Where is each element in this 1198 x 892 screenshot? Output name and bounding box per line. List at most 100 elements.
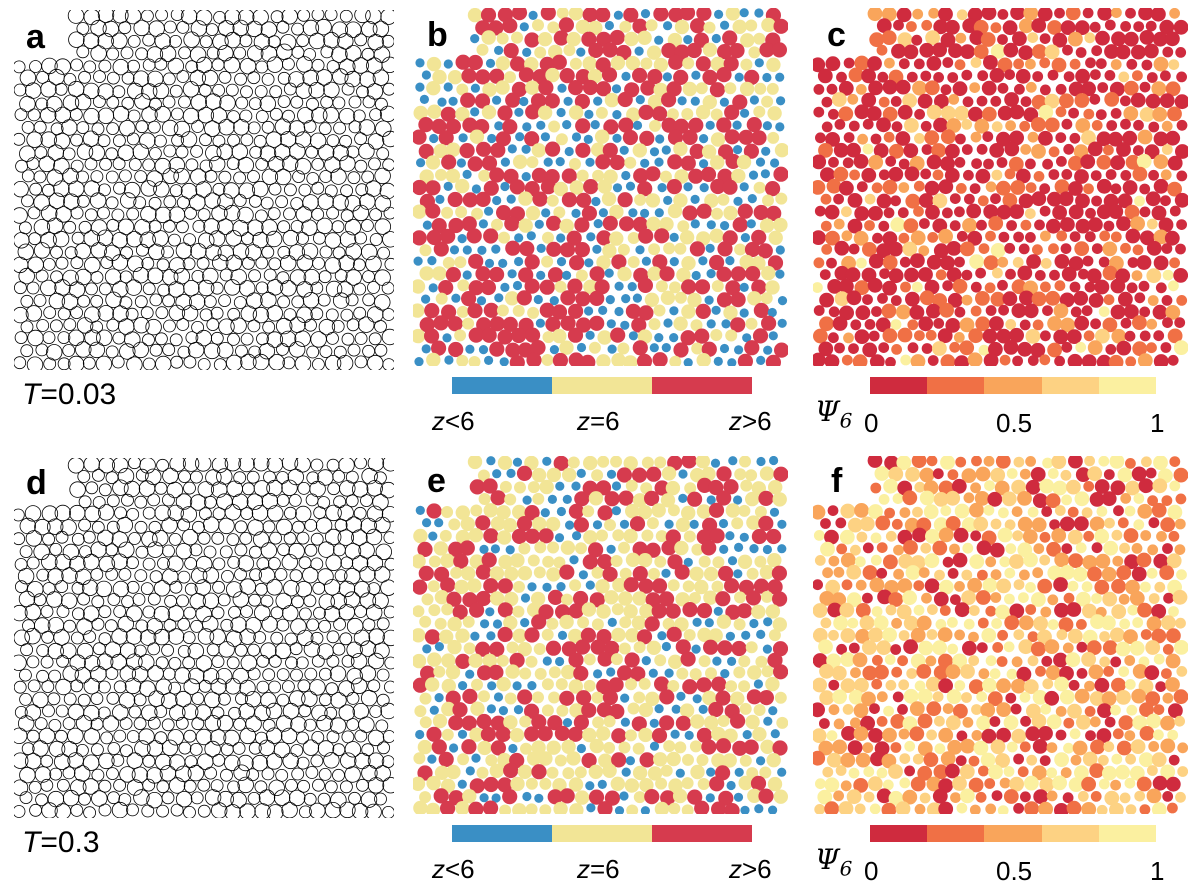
particle bbox=[303, 792, 317, 806]
particle bbox=[112, 105, 130, 123]
particle bbox=[351, 677, 368, 695]
particle bbox=[641, 256, 651, 266]
particle bbox=[1038, 726, 1053, 741]
particle bbox=[813, 504, 826, 520]
particle bbox=[284, 778, 298, 792]
particle bbox=[703, 590, 718, 605]
particle bbox=[90, 19, 107, 37]
particle bbox=[365, 803, 382, 818]
particle bbox=[607, 344, 617, 354]
particle bbox=[1052, 205, 1067, 220]
particle bbox=[695, 303, 711, 319]
particle bbox=[568, 303, 584, 319]
particle bbox=[531, 764, 547, 780]
particle bbox=[453, 553, 469, 569]
particle bbox=[368, 628, 385, 645]
particle bbox=[368, 332, 382, 346]
particle bbox=[1104, 790, 1120, 806]
particle bbox=[489, 266, 505, 283]
particle bbox=[938, 179, 954, 195]
particle bbox=[1139, 726, 1155, 741]
particle bbox=[261, 120, 275, 134]
particle bbox=[372, 69, 390, 86]
particle bbox=[106, 318, 120, 332]
particle bbox=[246, 493, 264, 510]
particle bbox=[1103, 144, 1114, 156]
particle bbox=[768, 805, 778, 814]
particle bbox=[969, 554, 985, 569]
particle bbox=[230, 791, 247, 809]
particle bbox=[620, 693, 630, 703]
particle bbox=[27, 679, 41, 693]
particle bbox=[1106, 120, 1118, 131]
particle bbox=[611, 728, 627, 744]
particle bbox=[772, 591, 788, 607]
particle bbox=[997, 527, 1013, 543]
particle bbox=[940, 456, 955, 470]
particle bbox=[840, 628, 856, 643]
particle bbox=[376, 147, 390, 161]
particle bbox=[54, 106, 71, 124]
legend-z-low-top: z<6 bbox=[432, 406, 475, 436]
particle bbox=[84, 505, 101, 523]
particle bbox=[833, 615, 848, 631]
particle bbox=[218, 294, 232, 308]
particle bbox=[112, 10, 129, 24]
particle bbox=[1148, 169, 1159, 181]
particle bbox=[495, 131, 511, 147]
particle bbox=[1119, 792, 1131, 804]
particle bbox=[175, 242, 193, 259]
particle bbox=[483, 800, 499, 814]
particle bbox=[882, 779, 894, 791]
particle bbox=[374, 319, 387, 333]
particle bbox=[17, 715, 35, 732]
particle bbox=[497, 578, 513, 594]
particle bbox=[1127, 257, 1139, 268]
particle bbox=[276, 494, 290, 507]
particle bbox=[249, 568, 263, 582]
particle bbox=[441, 678, 456, 694]
particle bbox=[532, 191, 548, 207]
particle bbox=[959, 241, 975, 257]
particle bbox=[1002, 20, 1018, 36]
particle bbox=[296, 306, 313, 324]
particle bbox=[296, 281, 313, 298]
particle bbox=[1124, 777, 1136, 789]
particle bbox=[825, 579, 841, 595]
particle bbox=[540, 8, 556, 21]
particle bbox=[318, 122, 332, 135]
particle bbox=[644, 789, 660, 805]
particle bbox=[739, 702, 752, 715]
particle bbox=[610, 456, 623, 468]
particle bbox=[919, 467, 935, 483]
particle bbox=[611, 752, 627, 768]
particle bbox=[868, 504, 883, 519]
particle bbox=[1016, 666, 1032, 682]
particle bbox=[1004, 519, 1016, 531]
particle bbox=[1169, 205, 1181, 217]
particle bbox=[210, 107, 228, 124]
particle bbox=[266, 579, 283, 596]
particle bbox=[583, 653, 596, 666]
particle bbox=[1097, 8, 1113, 21]
particle bbox=[1023, 679, 1039, 695]
particle bbox=[606, 667, 616, 677]
particle bbox=[990, 243, 1006, 258]
particle bbox=[947, 617, 958, 628]
particle bbox=[985, 230, 996, 242]
particle bbox=[1081, 81, 1096, 97]
particle bbox=[55, 704, 69, 718]
particle bbox=[225, 83, 239, 97]
particle bbox=[462, 317, 475, 330]
particle bbox=[34, 146, 48, 160]
particle bbox=[568, 503, 584, 519]
particle bbox=[703, 566, 719, 582]
particle bbox=[253, 480, 271, 497]
particle bbox=[604, 790, 620, 806]
particle bbox=[870, 751, 885, 767]
particle bbox=[427, 104, 442, 119]
particle bbox=[359, 71, 376, 88]
particle bbox=[813, 180, 826, 195]
particle bbox=[953, 703, 968, 719]
particle bbox=[772, 492, 787, 507]
